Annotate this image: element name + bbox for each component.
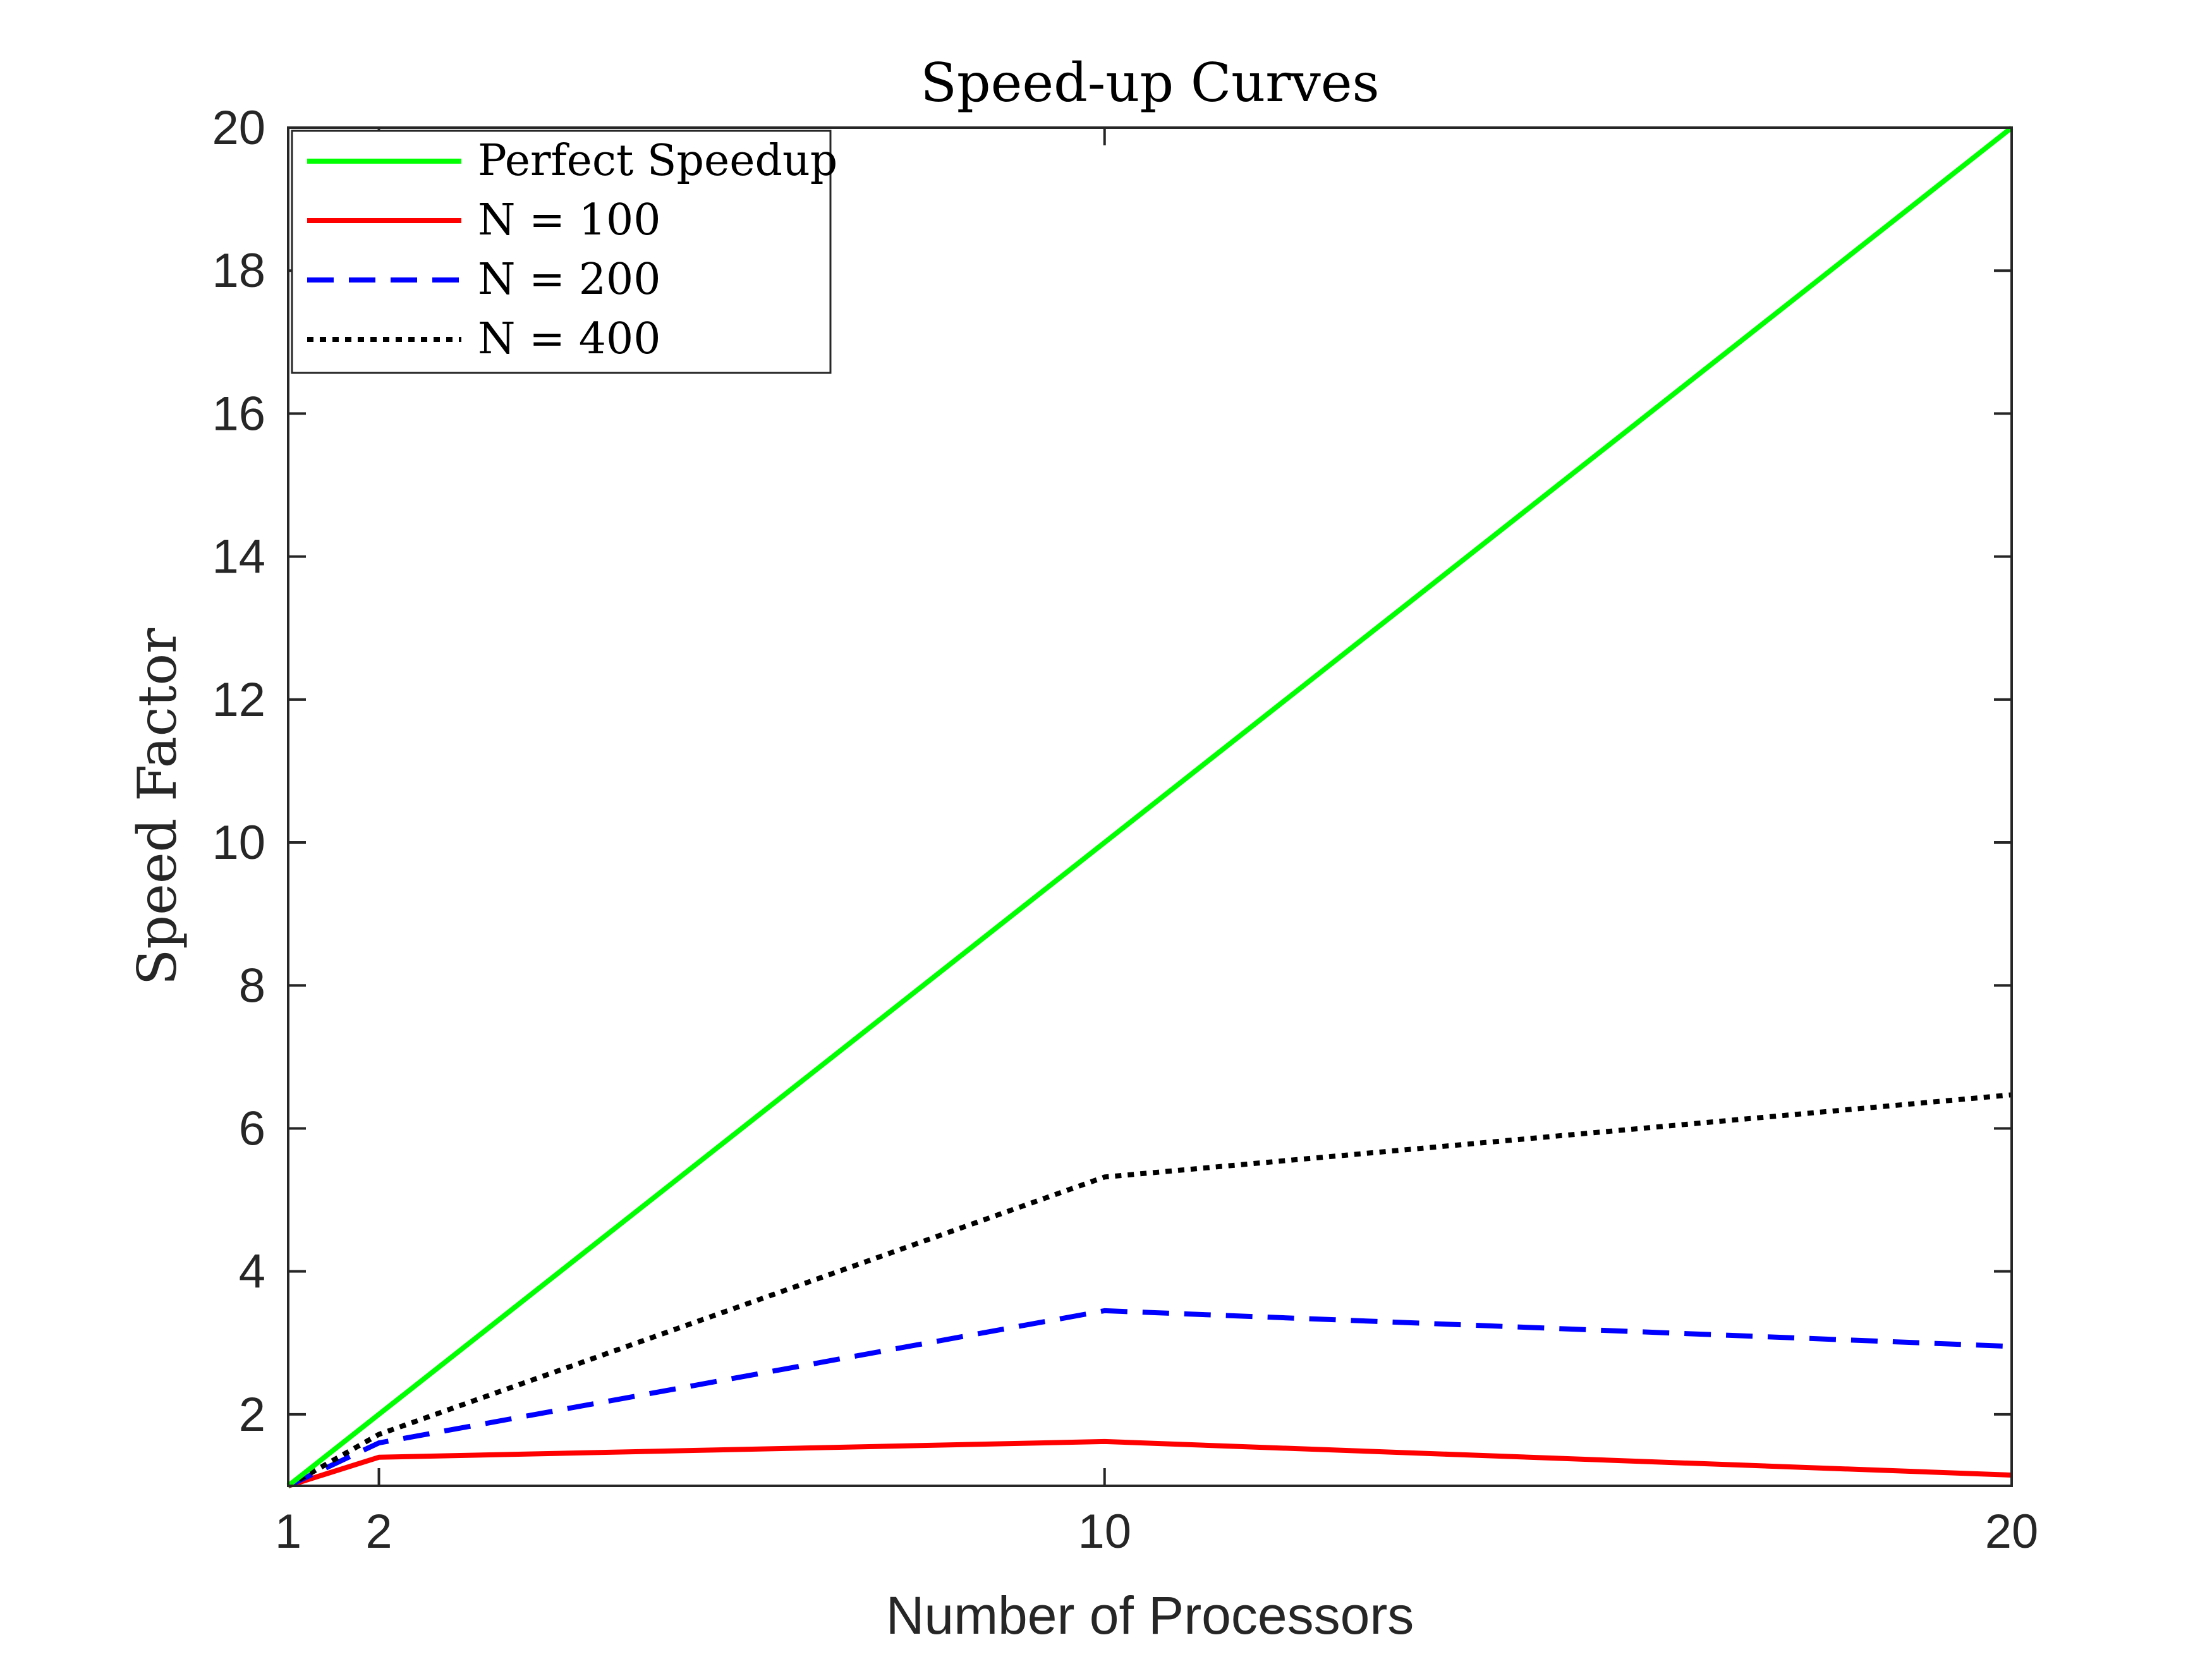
series-line-1 bbox=[287, 1438, 2012, 1488]
legend-label-2: N = 200 bbox=[478, 255, 661, 305]
axes-frame bbox=[287, 126, 2013, 1487]
y-tick-label: 12 bbox=[212, 673, 265, 727]
y-axis-title: Speed Factor bbox=[126, 628, 188, 985]
y-tick-label: 14 bbox=[212, 530, 265, 584]
y-tick-label: 16 bbox=[212, 387, 265, 441]
plot-area bbox=[286, 125, 2014, 1488]
legend-label-1: N = 100 bbox=[478, 195, 661, 245]
y-tick-label: 2 bbox=[239, 1388, 265, 1442]
chart-title: Speed-up Curves bbox=[920, 52, 1379, 114]
y-tick-label: 6 bbox=[239, 1102, 265, 1155]
x-tick-label: 2 bbox=[365, 1505, 392, 1559]
series-line-2 bbox=[287, 1308, 2012, 1488]
y-tick-label: 8 bbox=[239, 959, 265, 1012]
y-tick-label: 18 bbox=[212, 244, 265, 298]
legend-box bbox=[291, 130, 832, 374]
legend-label-0: Perfect Speedup bbox=[478, 136, 837, 186]
legend: Perfect Speedup N = 100 N = 200 N = 400 bbox=[291, 130, 837, 374]
y-tick-label: 10 bbox=[212, 816, 265, 870]
y-tick-label: 20 bbox=[212, 101, 265, 155]
x-tick-label: 1 bbox=[275, 1505, 301, 1559]
x-axis-title: Number of Processors bbox=[886, 1586, 1414, 1645]
series-line-0 bbox=[286, 125, 2014, 1488]
series-line-3 bbox=[287, 1092, 2012, 1488]
y-tick-label: 4 bbox=[239, 1245, 265, 1299]
x-tick-label: 20 bbox=[1985, 1505, 2039, 1559]
x-tick-label: 10 bbox=[1078, 1505, 1131, 1559]
legend-label-3: N = 400 bbox=[478, 314, 661, 364]
